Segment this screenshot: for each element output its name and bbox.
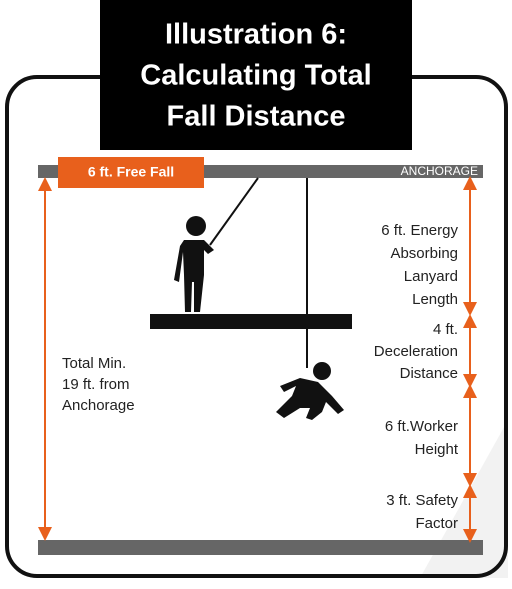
total-label: Anchorage — [62, 397, 135, 414]
anchorage-label: ANCHORAGE — [401, 164, 478, 178]
segment-label: Factor — [415, 515, 458, 532]
segment-label: 4 ft. — [433, 321, 458, 338]
segment-label: 6 ft.Worker — [385, 418, 458, 435]
falling-worker — [276, 362, 344, 420]
total-label: 19 ft. from — [62, 376, 130, 393]
platform — [150, 314, 352, 329]
title-line: Calculating Total — [140, 60, 371, 92]
segment-label: Length — [412, 291, 458, 308]
diagram: Illustration 6: Calculating Total Fall D… — [0, 0, 512, 584]
segment-label: Distance — [400, 365, 458, 382]
segment-label: Absorbing — [390, 245, 458, 262]
title-line: Fall Distance — [167, 101, 346, 133]
page: Illustration 6: Calculating Total Fall D… — [0, 0, 512, 584]
free-fall-label: 6 ft. Free Fall — [88, 164, 174, 180]
segment-label: 3 ft. Safety — [386, 492, 458, 509]
segment-label: 6 ft. Energy — [381, 222, 458, 239]
standing-worker — [174, 216, 214, 312]
title-line: Illustration 6: — [165, 19, 347, 51]
segment-label: Lanyard — [404, 268, 458, 285]
lanyard — [210, 178, 258, 245]
segment-label: Height — [415, 441, 459, 458]
segment-label: Deceleration — [374, 343, 458, 360]
ground-bar — [38, 540, 483, 555]
total-label: Total Min. — [62, 355, 126, 372]
